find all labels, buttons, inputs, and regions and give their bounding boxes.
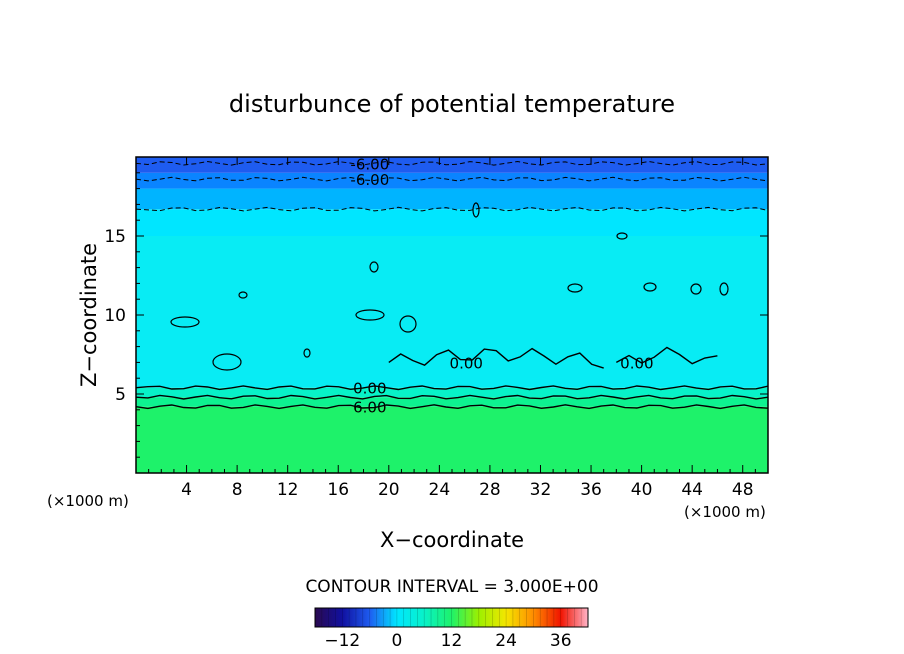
contour-label: 0.00 (450, 354, 483, 372)
contour-line (136, 160, 768, 166)
contour-line (615, 346, 718, 365)
x-tick-label: 20 (378, 480, 400, 500)
x-tick-label: 32 (530, 480, 552, 500)
contour-line (136, 385, 768, 391)
small-contour (690, 283, 702, 295)
y-tick-label: 15 (104, 227, 126, 247)
field-layer (136, 188, 768, 210)
x-tick-label: 24 (429, 480, 451, 500)
chart-title: disturbunce of potential temperature (229, 90, 675, 118)
y-axis-label: Z−coordinate (77, 243, 101, 387)
x-tick-label: 4 (181, 480, 192, 500)
small-contour (170, 316, 200, 328)
contour-line (136, 176, 768, 182)
x-unit-label: (×1000 m) (684, 503, 766, 521)
y-tick-label: 5 (115, 385, 126, 405)
field-layer (136, 406, 768, 473)
contour-line (136, 394, 768, 400)
field-layer (136, 397, 768, 407)
colorbar-tick-label: 12 (441, 631, 463, 651)
contour-label: 0.00 (353, 380, 386, 398)
contour-label: 0.00 (620, 354, 653, 372)
contour-line (136, 404, 768, 410)
small-contour (238, 291, 248, 299)
contour-line (136, 206, 768, 212)
x-tick-label: 12 (277, 480, 299, 500)
small-contour (399, 315, 417, 333)
colorbar-divisions (321, 608, 582, 627)
x-tick-label: 40 (631, 480, 653, 500)
colorbar-tick-label: 36 (550, 631, 572, 651)
small-contour (616, 232, 628, 240)
field-layer (136, 172, 768, 189)
x-axis-label: X−coordinate (380, 528, 524, 552)
small-contour (303, 348, 311, 358)
small-contour (355, 309, 385, 321)
y-unit-label: (×1000 m) (47, 492, 129, 510)
x-axis-ticks: 4 8 12 16 20 24 28 32 36 40 44 48 (148, 157, 756, 500)
y-tick-label: 10 (104, 306, 126, 326)
contour-interval-text: CONTOUR INTERVAL = 3.000E+00 (305, 577, 598, 597)
contour-label: -6.00 (350, 171, 389, 189)
small-contour (369, 261, 379, 273)
x-tick-label: 16 (327, 480, 349, 500)
colorbar-tick-label: −12 (324, 631, 360, 651)
small-contour (643, 282, 657, 292)
x-tick-label: 8 (232, 480, 243, 500)
contour-lines (136, 160, 768, 410)
colorbar-tick-labels: −12 0 12 24 36 (324, 631, 571, 651)
contour-labels: 6.000.000.00 0.00-6.00-6.00 (350, 155, 653, 417)
y-axis-ticks: 5 10 15 (104, 172, 768, 458)
colorbar (314, 607, 589, 628)
small-contour (719, 282, 729, 296)
field-layer (136, 209, 768, 236)
temperature-field (136, 157, 768, 473)
contour-label: 6.00 (353, 399, 386, 417)
contour-label: -6.00 (350, 155, 389, 173)
contour-line (388, 347, 604, 369)
x-tick-label: 36 (580, 480, 602, 500)
small-contour (212, 353, 242, 371)
x-tick-label: 28 (479, 480, 501, 500)
x-tick-label: 44 (681, 480, 703, 500)
small-contour (567, 283, 583, 293)
field-layer (136, 387, 768, 398)
colorbar-tick-label: 24 (495, 631, 517, 651)
x-tick-label: 48 (732, 480, 754, 500)
colorbar-tick-label: 0 (391, 631, 402, 651)
field-layer (136, 157, 768, 173)
